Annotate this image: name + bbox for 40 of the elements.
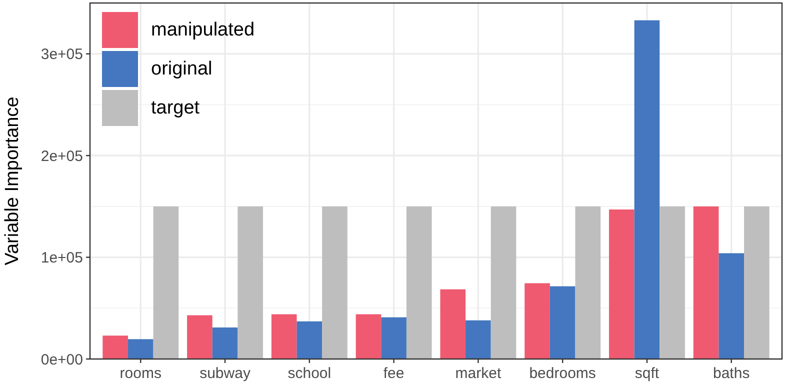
bar [490, 206, 516, 359]
bar [466, 320, 491, 359]
bar [718, 253, 744, 359]
y-tick-label: 3e+05 [40, 46, 83, 64]
bar [693, 206, 719, 359]
bar [440, 289, 466, 359]
bar [381, 317, 406, 359]
x-tick-label: rooms [120, 365, 162, 382]
y-tick-label: 2e+05 [40, 148, 83, 165]
bar [575, 206, 601, 359]
bar [406, 206, 432, 359]
x-tick-label: bedrooms [529, 365, 596, 382]
bar [296, 321, 322, 359]
bar [238, 206, 263, 359]
bar [128, 339, 154, 359]
bar [153, 206, 179, 359]
bar [524, 283, 550, 359]
bar [322, 206, 348, 359]
x-tick-label: baths [713, 365, 750, 382]
y-tick-label: 0e+00 [40, 351, 83, 368]
x-tick-label: school [288, 365, 332, 382]
legend-label: target [151, 98, 200, 118]
bar [660, 206, 685, 359]
x-tick-label: sqft [634, 365, 660, 382]
x-tick-label: fee [383, 365, 404, 382]
bar [609, 209, 634, 359]
legend-label: manipulated [151, 20, 255, 40]
legend-label: original [151, 58, 212, 80]
bar [212, 327, 238, 359]
bar [550, 286, 576, 359]
x-tick-label: subway [200, 365, 251, 382]
bar [102, 336, 128, 359]
y-axis-title: Variable Importance [2, 96, 23, 266]
bar [634, 20, 660, 359]
y-tick-label: 1e+05 [40, 250, 83, 267]
bar [187, 315, 212, 359]
bar [744, 206, 770, 359]
x-tick-label: market [455, 365, 502, 382]
bar [271, 314, 297, 359]
bar [356, 314, 382, 359]
